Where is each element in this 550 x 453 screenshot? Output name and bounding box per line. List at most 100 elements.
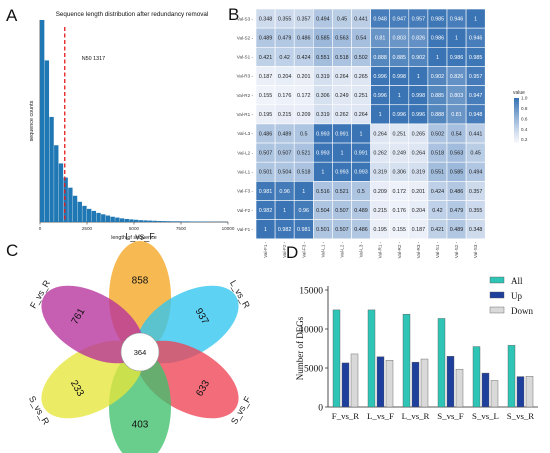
histogram-bar xyxy=(40,20,45,222)
heatmap-cell-value: 0.479 xyxy=(450,208,464,214)
colorbar-segment xyxy=(514,112,519,115)
heatmap-cell-value: 0.585 xyxy=(316,36,330,42)
heatmap-cell-value: 0.96 xyxy=(299,208,310,214)
x-tick-label: 5000 xyxy=(129,226,140,231)
heatmap-cell-value: 0.319 xyxy=(373,170,387,176)
histogram-bar xyxy=(119,218,125,222)
histogram-bar xyxy=(82,205,87,222)
heatmap-cell-value: 0.441 xyxy=(354,16,368,22)
heatmap-cell-value: 0.201 xyxy=(412,189,426,195)
heatmap-cell-value: 0.348 xyxy=(259,16,273,22)
heatmap-cell-value: 0.348 xyxy=(469,227,483,233)
heatmap-col-label: Val-S2 - xyxy=(454,241,459,258)
heatmap-cell-value: 0.264 xyxy=(354,112,368,118)
heatmap-cell-value: 0.946 xyxy=(469,36,483,42)
heatmap-cell-value: 0.803 xyxy=(393,36,407,42)
deg-bar xyxy=(350,353,359,408)
heatmap-cell-value: 0.172 xyxy=(297,93,311,99)
heatmap-cell-value: 0.502 xyxy=(431,131,445,137)
histogram-bar xyxy=(101,214,106,222)
heatmap-row-label: Val-R2 - xyxy=(236,93,253,98)
heatmap-cell-value: 0.516 xyxy=(316,189,330,195)
heatmap-cell-value: 1 xyxy=(283,208,286,214)
heatmap-cell-value: 0.265 xyxy=(412,131,426,137)
heatmap-cell-value: 0.155 xyxy=(259,93,273,99)
heatmap-cell-value: 0.826 xyxy=(450,74,464,80)
heatmap-cell-value: 0.45 xyxy=(470,151,481,157)
chart-title: Sequence length distribution after redun… xyxy=(56,11,209,18)
histogram-bar xyxy=(129,219,134,222)
colorbar-segment xyxy=(514,100,519,103)
histogram-bar xyxy=(152,220,158,222)
heatmap-cell-value: 0.998 xyxy=(393,74,407,80)
heatmap-cell-value: 0.195 xyxy=(259,112,273,118)
heatmap-row-label: Val-F1 - xyxy=(237,227,253,232)
heatmap-cell-value: 0.585 xyxy=(450,170,464,176)
heatmap-cell-value: 1 xyxy=(455,36,458,42)
heatmap-cell-value: 1 xyxy=(302,189,305,195)
x-axis-label: length of sequence xyxy=(111,235,157,241)
heatmap-cell-value: 0.172 xyxy=(393,189,407,195)
heatmap-cell-value: 0.518 xyxy=(297,170,311,176)
heatmap-cell-value: 0.551 xyxy=(431,170,445,176)
heatmap-cell-value: 0.885 xyxy=(393,55,407,61)
heatmap-cell-value: 0.201 xyxy=(297,74,311,80)
heatmap-cell-value: 0.215 xyxy=(278,112,292,118)
histogram-bar xyxy=(72,195,78,222)
colorbar-segment xyxy=(514,130,519,133)
histogram-bar xyxy=(77,201,82,222)
heatmap-cell-value: 0.486 xyxy=(259,131,273,137)
deg-bar xyxy=(367,309,376,408)
heatmap-cell-value: 0.54 xyxy=(451,131,462,137)
legend-label: All xyxy=(511,276,523,286)
heatmap-cell-value: 0.249 xyxy=(335,93,349,99)
heatmap-row-label: Val-F2 - xyxy=(237,208,253,213)
heatmap-cell-value: 0.96 xyxy=(279,189,290,195)
heatmap-cell-value: 0.176 xyxy=(278,93,292,99)
heatmap-col-label: Val-S1 - xyxy=(435,241,440,258)
colorbar-segment xyxy=(514,138,519,141)
venn-petal-value: 403 xyxy=(132,420,149,431)
heatmap-cell-value: 0.946 xyxy=(450,16,464,22)
deg-bar xyxy=(455,368,464,408)
heatmap-cell-value: 0.563 xyxy=(335,36,349,42)
x-tick-label: 2500 xyxy=(82,226,93,231)
colorbar-segment xyxy=(514,116,519,119)
heatmap-cell-value: 0.486 xyxy=(354,227,368,233)
histogram-bar xyxy=(166,221,172,222)
heatmap-cell-value: 0.215 xyxy=(373,208,387,214)
heatmap-cell-value: 0.262 xyxy=(373,151,387,157)
heatmap-cell-value: 0.504 xyxy=(278,170,292,176)
heatmap-cell-value: 0.421 xyxy=(259,55,273,61)
heatmap-cell-value: 0.981 xyxy=(259,189,273,195)
deg-bar xyxy=(446,356,455,408)
heatmap-cell-value: 0.993 xyxy=(354,170,368,176)
heatmap-cell-value: 0.993 xyxy=(316,131,330,137)
panel-label-d: D xyxy=(286,243,299,262)
colorbar-segment xyxy=(514,102,519,105)
histogram-bar xyxy=(157,220,162,222)
histogram-bar xyxy=(96,212,101,222)
heatmap-cell-value: 0.319 xyxy=(412,170,426,176)
deg-bar xyxy=(481,372,490,408)
venn-center-circle xyxy=(120,332,160,372)
venn-petal-value: 858 xyxy=(132,276,149,287)
heatmap-col-label: Val-R1 - xyxy=(378,241,383,258)
panel-label-c: C xyxy=(6,241,19,260)
heatmap-cell-value: 0.986 xyxy=(431,36,445,42)
colorbar-segment xyxy=(514,140,519,143)
histogram-bar xyxy=(124,218,129,222)
heatmap-row-label: Val-F3 - xyxy=(237,189,253,194)
heatmap-cell-value: 0.264 xyxy=(373,131,387,137)
heatmap-cell-value: 0.486 xyxy=(297,36,311,42)
heatmap-cell-value: 1 xyxy=(321,170,324,176)
heatmap-col-label: Val-F1 - xyxy=(263,241,268,257)
heatmap-col-label: Val-F2 - xyxy=(282,241,287,257)
heatmap-cell-value: 0.948 xyxy=(373,16,387,22)
colorbar-segment xyxy=(514,124,519,127)
heatmap-cell-value: 0.319 xyxy=(316,112,330,118)
heatmap-cell-value: 0.948 xyxy=(469,112,483,118)
heatmap-cell-value: 0.204 xyxy=(412,208,426,214)
heatmap-cell-value: 0.521 xyxy=(297,151,311,157)
